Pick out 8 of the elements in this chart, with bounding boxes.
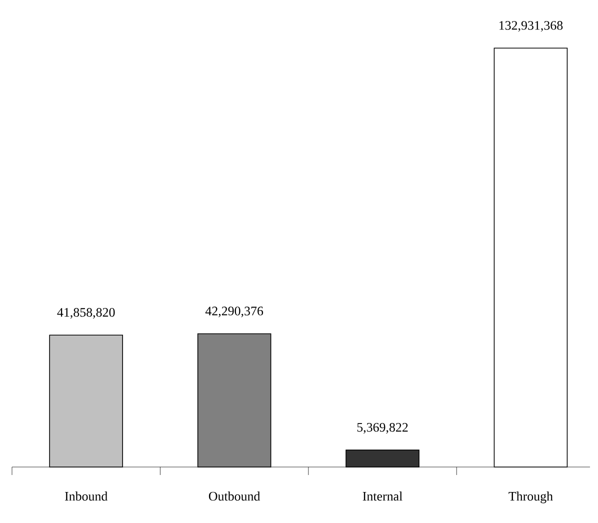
x-tick-label: Through <box>508 492 553 504</box>
data-label: 132,931,368 <box>499 21 563 32</box>
x-tick-label: Internal <box>362 492 402 501</box>
data-label: 5,369,822 <box>357 422 408 434</box>
x-tick-label: Inbound <box>64 492 108 501</box>
x-tick-label: Outbound <box>208 492 260 501</box>
data-label: 42,290,376 <box>205 306 264 318</box>
data-label: 41,858,820 <box>57 308 115 319</box>
